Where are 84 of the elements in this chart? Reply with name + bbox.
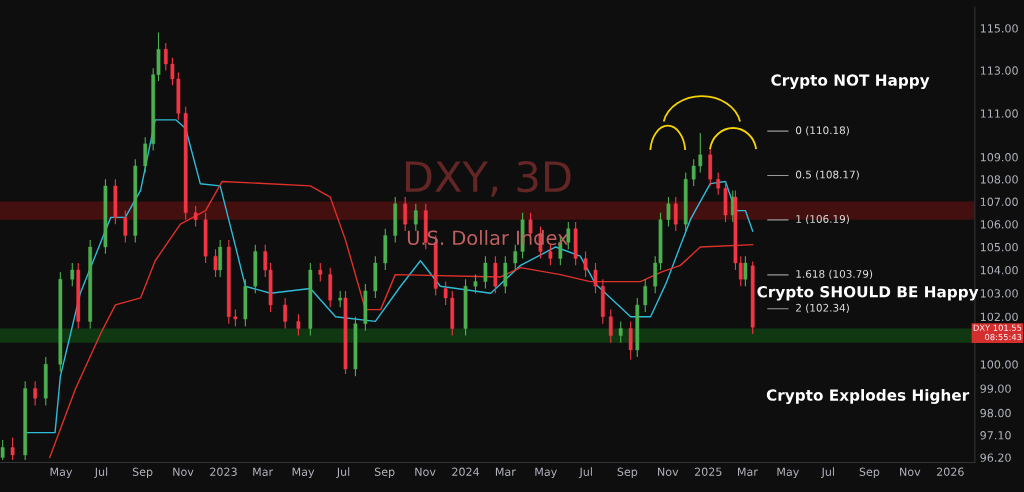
x-tick-label: Jul [94, 467, 108, 479]
x-tick-label: May [777, 467, 799, 479]
x-tick-label: 2025 [694, 467, 722, 476]
y-tick-label: 106.00 [980, 220, 1018, 229]
candlestick [70, 262, 75, 287]
y-tick-label: 96.20 [980, 453, 1011, 462]
x-tick-label: Nov [658, 467, 679, 476]
candlestick [483, 255, 488, 290]
candlestick [10, 437, 15, 461]
candlestick [193, 205, 198, 228]
x-tick-label: Sep [132, 467, 153, 479]
candlestick [296, 313, 301, 337]
candlestick [493, 255, 498, 294]
y-tick-label: 107.00 [980, 197, 1018, 206]
x-tick-label: Nov [415, 467, 436, 476]
candlestick [213, 248, 218, 278]
candlestick [0, 439, 5, 461]
y-tick-label: 102.00 [980, 312, 1018, 322]
x-tick-label: May [292, 467, 315, 479]
y-tick-label: 104.00 [980, 265, 1018, 275]
candlestick [628, 320, 633, 361]
y-tick-label: 97.10 [980, 431, 1011, 440]
y-tick-label: 100.00 [980, 360, 1018, 369]
y-tick-label: 113.00 [980, 66, 1018, 75]
candlestick [283, 297, 288, 330]
ref-line-label: 0 (110.18) [795, 126, 849, 136]
x-tick-label: Jul [821, 467, 834, 479]
annotation: Crypto NOT Happy [771, 74, 930, 89]
x-tick-label: May [50, 467, 73, 479]
x-tick-label: Mar [253, 467, 274, 476]
candlestick [593, 262, 598, 294]
candlestick [716, 172, 721, 196]
annotation: Crypto SHOULD BE Happy [757, 285, 979, 301]
y-tick-label: 105.00 [980, 242, 1018, 252]
x-tick-label: May [535, 467, 557, 479]
x-tick-label: Sep [374, 467, 395, 479]
y-tick-label: 98.00 [980, 408, 1011, 418]
x-tick-label: 2026 [936, 467, 964, 476]
candlestick [743, 255, 748, 287]
candlestick [218, 239, 223, 278]
y-tick-label: 99.00 [980, 384, 1011, 393]
candlestick [513, 244, 518, 271]
candlestick [618, 320, 623, 344]
x-tick-label: Nov [173, 467, 194, 476]
ref-line-label: 1.618 (103.79) [796, 269, 873, 280]
candlestick [566, 221, 571, 250]
candlestick [643, 278, 648, 313]
candlestick [503, 255, 508, 294]
annotation: Crypto Explodes Higher [766, 389, 970, 404]
x-tick-label: 2023 [210, 467, 237, 476]
candlestick [443, 281, 448, 306]
y-tick-label: 115.00 [980, 24, 1018, 33]
y-tick-label: 108.00 [980, 175, 1018, 184]
x-tick-label: Jul [336, 467, 350, 479]
x-tick-label: 2024 [452, 467, 480, 476]
candlestick [608, 309, 613, 344]
x-tick-label: Mar [737, 467, 758, 476]
x-tick-label: Sep [617, 467, 638, 479]
candlestick [691, 158, 696, 187]
ref-line-label: 2 (102.34) [796, 303, 849, 313]
candlestick [33, 380, 38, 407]
y-tick-label: 103.00 [980, 289, 1018, 298]
y-tick-label: 111.00 [980, 109, 1018, 118]
ref-line-label: 0.5 (108.17) [795, 170, 859, 180]
x-tick-label: Sep [859, 467, 880, 479]
annotation: DXY 101.55 08:55:43 [973, 324, 1022, 341]
candlestick [318, 262, 323, 283]
candlestick [163, 42, 168, 71]
y-tick-label: 109.00 [980, 153, 1018, 162]
candlestick [143, 136, 148, 174]
candlestick [473, 274, 478, 294]
x-tick-label: Nov [900, 467, 921, 476]
candlestick [413, 203, 418, 232]
text: DXY, 3D [405, 160, 571, 197]
candlestick [666, 196, 671, 228]
ref-line-label: 1 (106.19) [796, 214, 849, 225]
x-tick-label: Jul [578, 467, 592, 479]
candlestick [403, 196, 408, 232]
x-tick-label: Mar [495, 467, 516, 476]
candlestick [673, 196, 678, 232]
candlestick [698, 132, 703, 174]
candlestick [583, 251, 588, 278]
candlestick [548, 244, 553, 266]
candlestick [123, 210, 128, 243]
